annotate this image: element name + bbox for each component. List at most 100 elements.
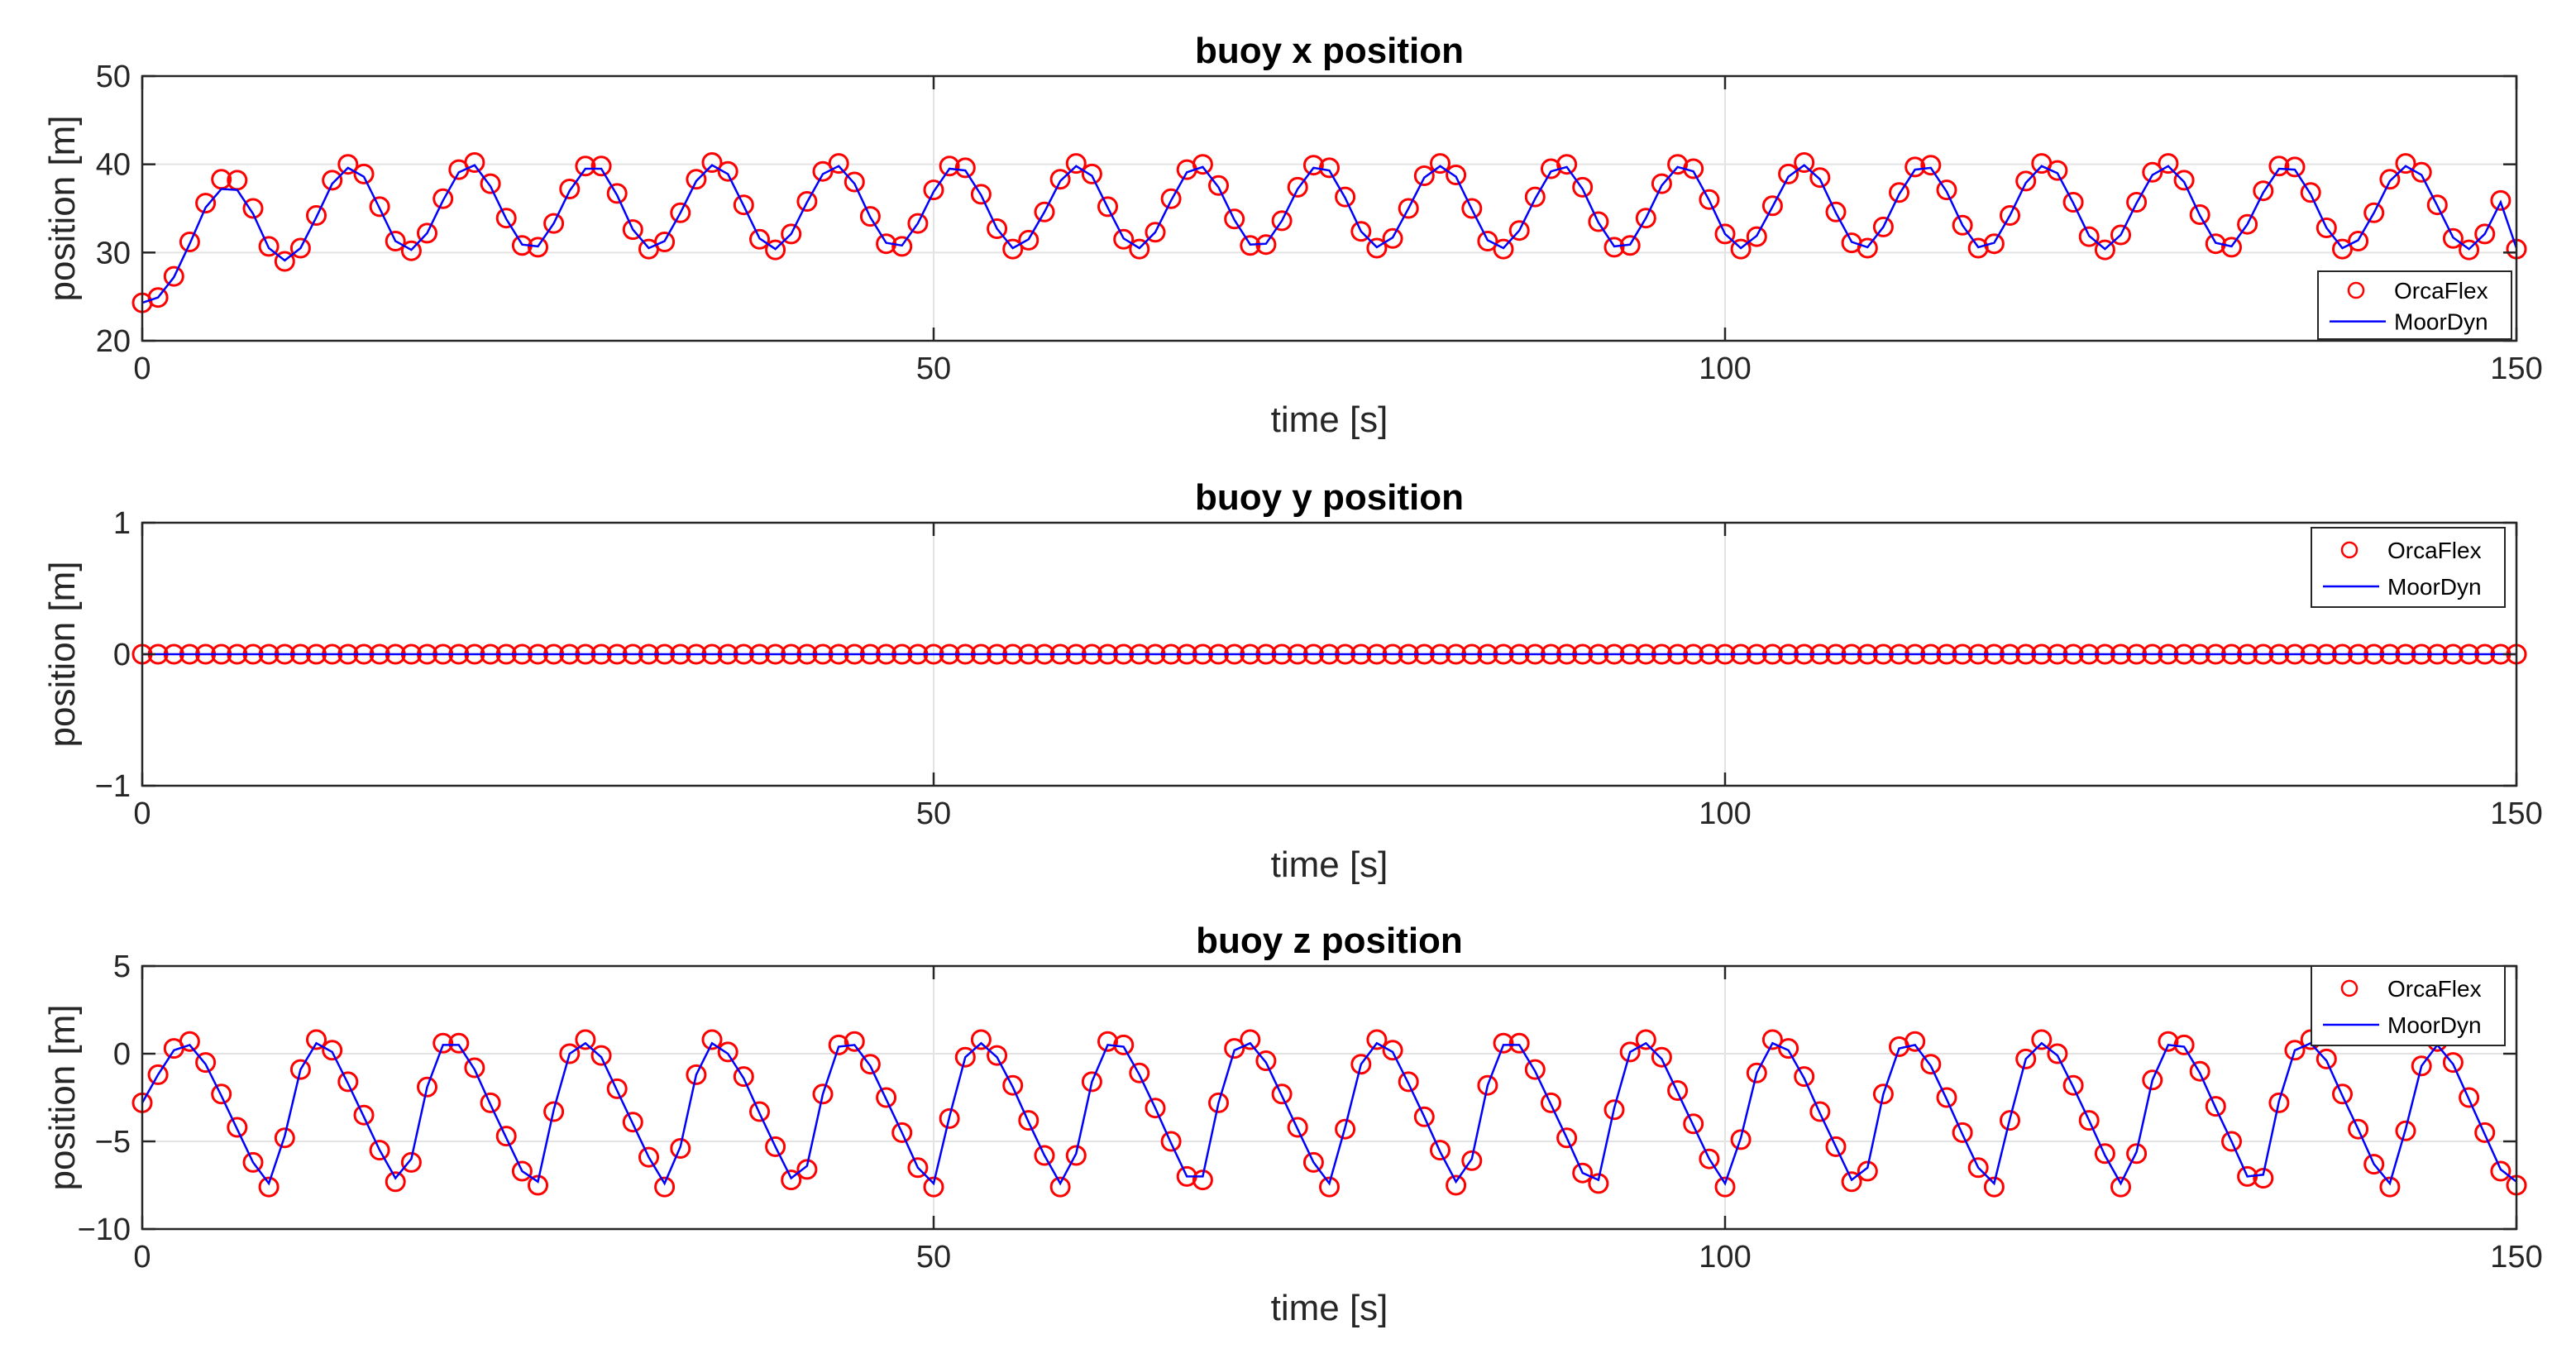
orcaflex-point — [1889, 182, 1909, 203]
orcaflex-point — [1034, 201, 1055, 222]
orcaflex-point — [1065, 153, 1087, 175]
orcaflex-point — [701, 152, 723, 173]
orcaflex-point — [1572, 1162, 1594, 1184]
orcaflex-point — [1113, 228, 1135, 250]
orcaflex-point — [1255, 1050, 1277, 1071]
orcaflex-point — [2474, 1122, 2496, 1143]
orcaflex-point — [987, 218, 1008, 239]
orcaflex-point — [2332, 1083, 2353, 1105]
x-tick-label: 100 — [1699, 352, 1751, 386]
orcaflex-point — [1430, 153, 1450, 175]
y-tick-label: 1 — [113, 506, 131, 541]
orcaflex-point — [2411, 161, 2432, 183]
orcaflex-point — [2459, 1087, 2480, 1108]
orcaflex-point — [1446, 165, 1467, 185]
orcaflex-point — [147, 1064, 169, 1085]
orcaflex-point — [417, 1076, 437, 1098]
orcaflex-point — [1761, 195, 1783, 217]
orcaflex-point — [1493, 238, 1514, 260]
orcaflex-point — [1430, 1140, 1450, 1161]
orcaflex-point — [1002, 1074, 1024, 1096]
orcaflex-point — [1398, 1071, 1419, 1093]
orcaflex-point — [907, 1157, 929, 1179]
orcaflex-point — [2110, 224, 2131, 246]
orcaflex-point — [2426, 194, 2448, 216]
orcaflex-point — [289, 1059, 311, 1080]
chart-panel-3: 0 50 100 150 −10 −5 0 5 buoy z position time [s] p… — [42, 921, 2543, 1328]
orcaflex-point — [2221, 1131, 2242, 1152]
orcaflex-point — [195, 193, 217, 214]
orcaflex-point — [1160, 1131, 1182, 1152]
orcaflex-point — [179, 1031, 200, 1052]
orcaflex-point — [923, 1176, 944, 1198]
orcaflex-point — [1920, 155, 1942, 176]
orcaflex-point — [258, 1176, 280, 1198]
orcaflex-point — [147, 287, 169, 309]
orcaflex-point — [2110, 1176, 2131, 1198]
orcaflex-point — [385, 1171, 406, 1193]
orcaflex-point — [1508, 220, 1530, 242]
orcaflex-point — [923, 179, 944, 201]
orcaflex-point — [1382, 1040, 1403, 1061]
orcaflex-point — [686, 169, 707, 190]
orcaflex-point — [1556, 154, 1578, 175]
orcaflex-point — [353, 1104, 375, 1126]
orcaflex-point — [939, 1107, 960, 1129]
orcaflex-point — [1461, 1150, 1483, 1171]
orcaflex-point — [1129, 238, 1150, 260]
plot-area — [142, 76, 2516, 341]
orcaflex-point — [1477, 231, 1498, 251]
orcaflex-point — [1588, 211, 1609, 232]
orcaflex-point — [590, 155, 612, 177]
orcaflex-point — [2000, 1110, 2020, 1131]
orcaflex-point — [559, 1043, 581, 1064]
orcaflex-point — [670, 1138, 691, 1159]
orcaflex-point — [2348, 1118, 2369, 1140]
orcaflex-point — [369, 1140, 390, 1161]
orcaflex-point — [337, 1071, 359, 1093]
orcaflex-point — [2316, 218, 2337, 238]
y-axis-label: position [m] — [42, 562, 83, 748]
orcaflex-point — [2062, 1074, 2084, 1096]
orcaflex-point — [2221, 237, 2242, 258]
orcaflex-point — [1081, 163, 1102, 184]
orcaflex-point — [2348, 231, 2369, 251]
orcaflex-point — [654, 1176, 676, 1198]
orcaflex-point — [859, 1054, 881, 1075]
orcaflex-point — [2078, 1110, 2100, 1131]
orcaflex-point — [195, 1052, 217, 1074]
orcaflex-point — [1524, 186, 1546, 208]
legend-orcaflex-marker — [2340, 979, 2359, 997]
orcaflex-point — [1730, 1129, 1752, 1150]
orcaflex-point — [1271, 1083, 1293, 1105]
orcaflex-point — [2173, 170, 2195, 191]
orcaflex-point — [1081, 1071, 1102, 1093]
orcaflex-point — [1493, 1032, 1514, 1054]
orcaflex-point — [590, 1045, 612, 1066]
orcaflex-point — [495, 208, 517, 229]
orcaflex-point — [211, 1083, 232, 1105]
orcaflex-point — [2395, 153, 2416, 175]
orcaflex-point — [1145, 222, 1166, 243]
orcaflex-point — [1160, 188, 1182, 209]
orcaflex-point — [733, 194, 754, 216]
y-tick-label: −10 — [78, 1213, 131, 1247]
orcaflex-point — [1872, 216, 1894, 237]
orcaflex-point — [2126, 1143, 2148, 1165]
orcaflex-point — [2253, 1168, 2274, 1189]
orcaflex-point — [1335, 1118, 1356, 1140]
orcaflex-point — [1635, 208, 1656, 229]
orcaflex-point — [2363, 1154, 2385, 1175]
orcaflex-point — [1952, 1122, 1973, 1143]
orcaflex-point — [1651, 173, 1672, 194]
orcaflex-point — [1302, 1151, 1324, 1173]
chart-panel-1: 0 50 100 150 20 30 40 50 buoy x position time [s]… — [42, 31, 2543, 440]
orcaflex-point — [2142, 161, 2163, 183]
orcaflex-point — [543, 213, 565, 234]
orcaflex-point — [1319, 157, 1340, 179]
orcaflex-point — [970, 184, 992, 205]
orcaflex-point — [1413, 1106, 1435, 1127]
orcaflex-point — [2094, 239, 2115, 261]
